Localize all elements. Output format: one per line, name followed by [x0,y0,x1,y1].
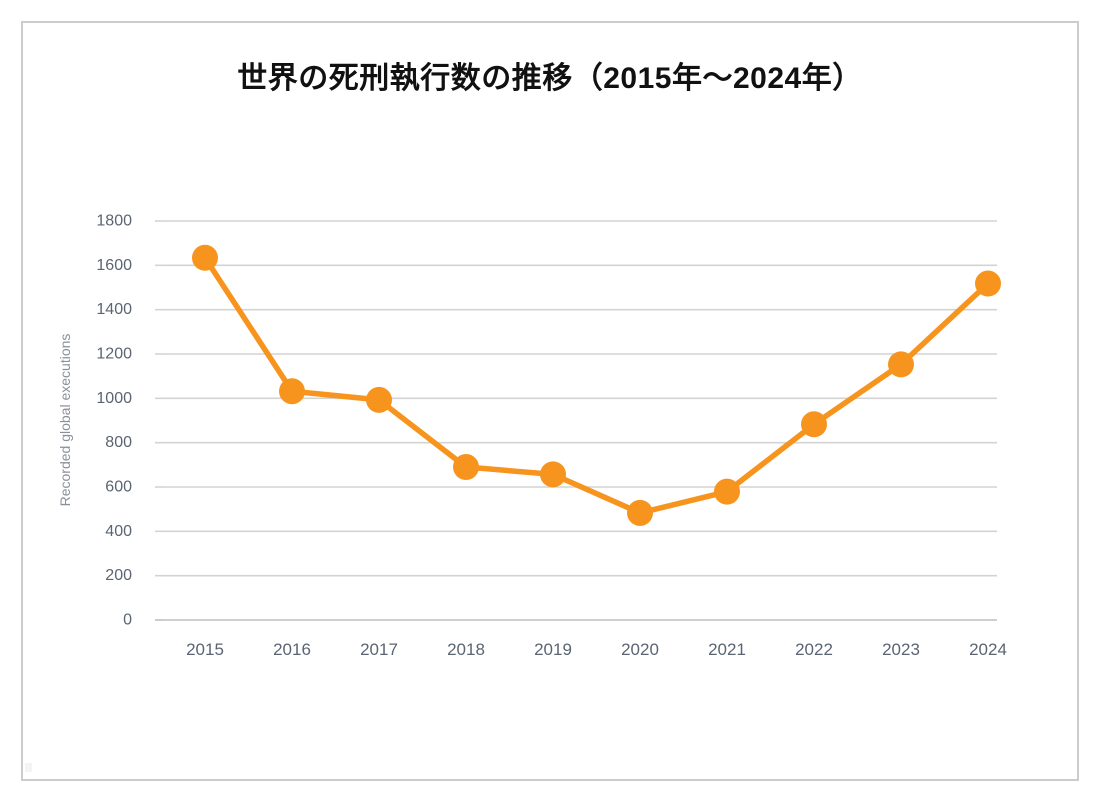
data-point-2019 [540,461,566,488]
y-tick-label-1200: 1200 [96,346,132,363]
y-tick-label-600: 600 [105,479,132,496]
chart-title: 世界の死刑執行数の推移（2015年〜2024年） [237,62,863,95]
series-line [202,255,991,516]
x-tick-label-2021: 2021 [708,640,746,659]
y-tick-label-1400: 1400 [96,301,132,318]
x-tick-label-2024: 2024 [969,640,1007,659]
data-point-2016 [279,378,305,405]
x-tick-label-2018: 2018 [447,640,485,659]
data-point-2017 [366,386,392,413]
y-tick-label-1000: 1000 [96,390,132,407]
y-tick-label-800: 800 [105,434,132,451]
x-tick-label-2015: 2015 [186,640,224,659]
y-tick-label-400: 400 [105,523,132,540]
data-point-2021 [714,478,740,505]
x-tick-label-2016: 2016 [273,640,311,659]
y-tick-label-200: 200 [105,567,132,584]
chart-border-frame [21,21,1079,781]
faint-corner-artifact [25,763,32,772]
data-point-2022 [801,411,827,438]
data-point-2015 [192,244,218,271]
x-tick-label-2019: 2019 [534,640,572,659]
x-tick-label-2020: 2020 [621,640,659,659]
y-tick-label-1600: 1600 [96,257,132,274]
y-tick-label-0: 0 [123,612,132,629]
data-point-2024 [975,270,1001,297]
data-point-2018 [453,454,479,481]
x-tick-label-2017: 2017 [360,640,398,659]
x-tick-label-2023: 2023 [882,640,920,659]
data-point-2023 [888,351,914,378]
y-tick-label-1800: 1800 [96,213,132,230]
data-point-2020 [627,499,653,526]
x-tick-label-2022: 2022 [795,640,833,659]
